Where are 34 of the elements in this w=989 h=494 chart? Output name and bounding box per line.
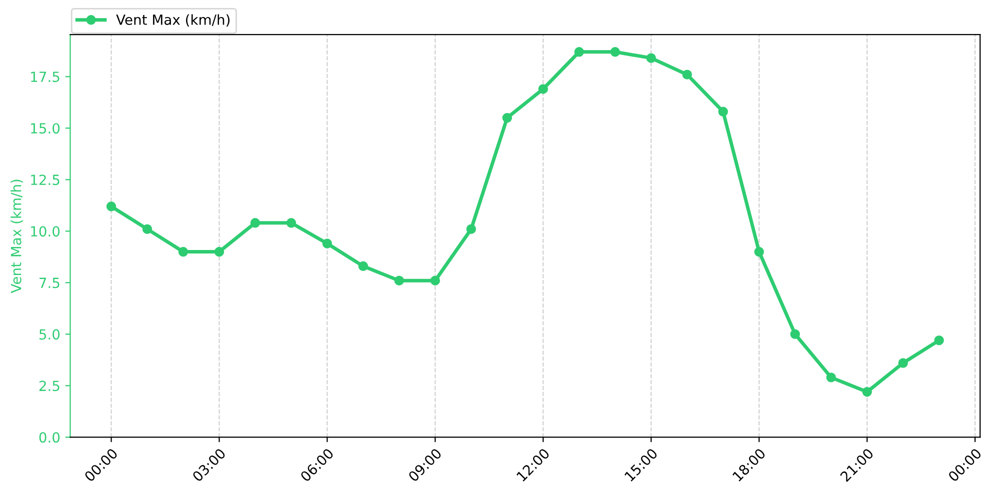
point: [142, 224, 152, 234]
point: [790, 329, 800, 340]
point: [430, 276, 440, 286]
point: [178, 246, 188, 257]
point: [898, 358, 908, 368]
y-tick-label: 5.0: [39, 329, 60, 340]
point: [718, 106, 728, 116]
y-tick-label: 2.5: [39, 380, 60, 392]
point: [214, 246, 224, 257]
point: [682, 70, 692, 80]
point: [250, 218, 260, 228]
point: [286, 218, 296, 228]
point: [538, 84, 548, 94]
y-tick-label: 0.0: [39, 432, 60, 443]
point: [106, 202, 116, 212]
y-axis-title: Vent Max (km/h): [10, 180, 23, 294]
legend-label: Vent Max (km/h): [116, 14, 230, 27]
y-tick-label: 7.5: [40, 278, 60, 288]
point: [610, 47, 620, 57]
point: [574, 47, 584, 57]
point: [322, 238, 332, 248]
point: [934, 335, 944, 346]
y-tick-label: 15.0: [31, 123, 60, 134]
point: [646, 53, 656, 63]
point: [358, 261, 368, 272]
y-tick-label: 12.5: [31, 174, 60, 186]
point: [394, 276, 404, 286]
y-tick-label: 10.0: [31, 226, 60, 237]
point: [754, 246, 764, 257]
point: [502, 112, 512, 123]
point: [466, 224, 476, 234]
point: [862, 387, 872, 397]
y-tick-label: 17.5: [31, 72, 60, 82]
point: [826, 372, 836, 382]
